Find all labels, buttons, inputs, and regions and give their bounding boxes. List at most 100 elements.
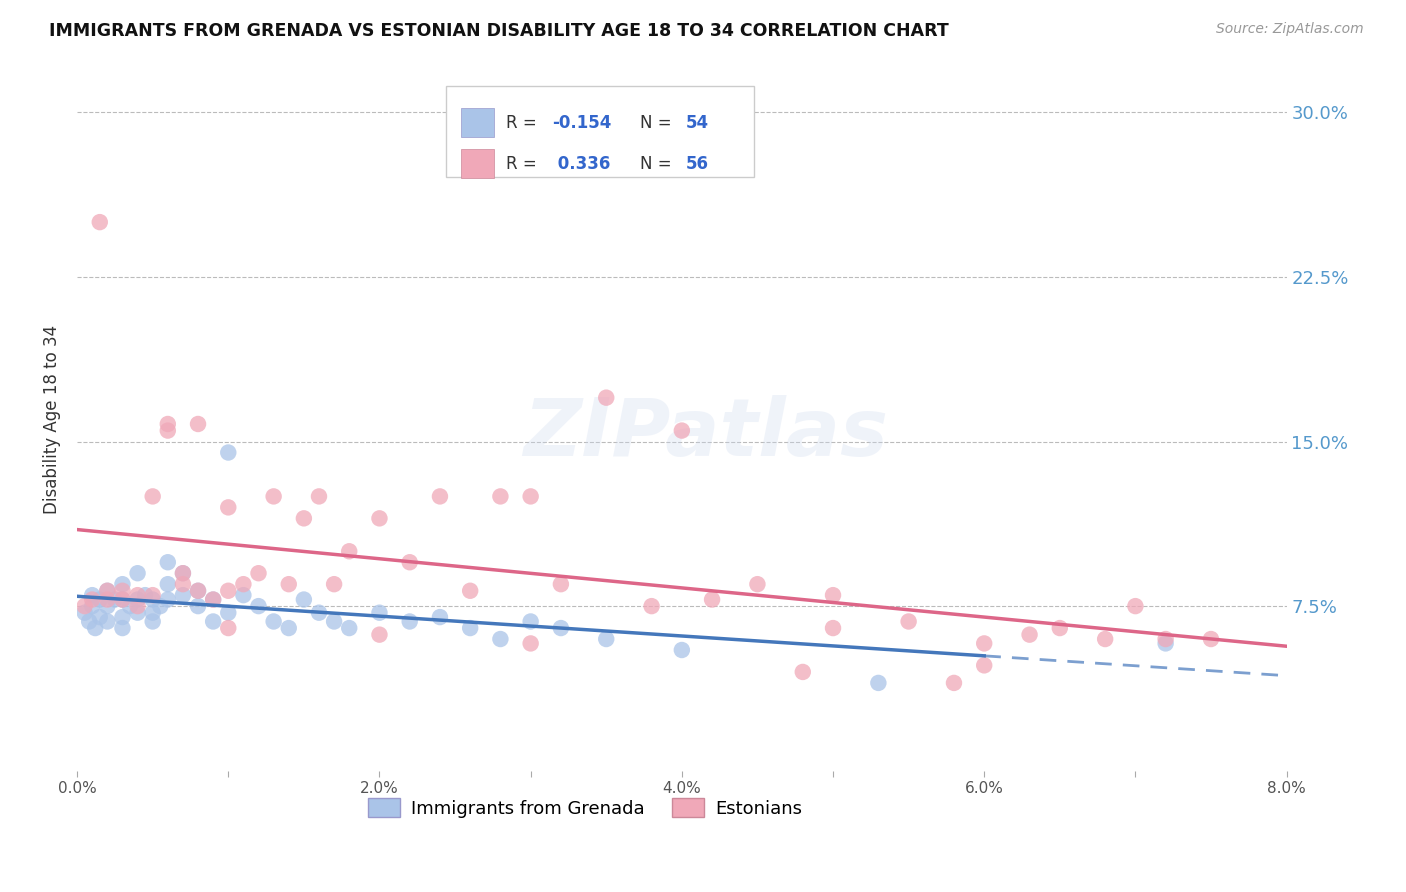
Point (96, 615, 118, 629)
Point (308, 490, 330, 504)
Legend: Immigrants from Grenada, Estonians: Immigrants from Grenada, Estonians (361, 791, 810, 825)
Point (172, 588, 194, 602)
Point (398, 555, 420, 569)
Point (263, 615, 285, 629)
Point (292, 511, 315, 525)
Text: IMMIGRANTS FROM GRENADA VS ESTONIAN DISABILITY AGE 18 TO 34 CORRELATION CHART: IMMIGRANTS FROM GRENADA VS ESTONIAN DISA… (49, 22, 949, 40)
Point (323, 577, 346, 591)
Point (82, 592, 104, 607)
Text: ZIPatlas: ZIPatlas (523, 394, 889, 473)
Point (84, 621, 107, 635)
Point (519, 615, 541, 629)
Point (187, 583, 209, 598)
Point (489, 632, 512, 646)
Point (73, 606, 96, 620)
Point (821, 621, 844, 635)
Point (1125, 599, 1147, 614)
Point (187, 417, 209, 431)
Point (943, 676, 966, 690)
Point (337, 621, 360, 635)
Point (118, 599, 141, 614)
Text: 54: 54 (686, 113, 709, 132)
Point (429, 610, 451, 624)
Point (127, 566, 149, 581)
Point (156, 424, 179, 438)
Point (595, 391, 617, 405)
Point (700, 592, 723, 607)
Text: 0.336: 0.336 (553, 154, 610, 173)
Point (104, 592, 127, 607)
Text: -0.154: -0.154 (553, 113, 612, 132)
Point (1154, 636, 1177, 650)
Point (671, 643, 693, 657)
Point (111, 621, 134, 635)
Point (519, 636, 541, 650)
Point (142, 588, 165, 602)
Point (82, 588, 104, 602)
Point (127, 592, 149, 607)
Point (96, 599, 118, 614)
Point (73, 599, 96, 614)
Point (1199, 632, 1222, 646)
Point (217, 621, 239, 635)
Point (187, 599, 209, 614)
Point (973, 658, 995, 673)
Point (1154, 632, 1177, 646)
Point (458, 621, 481, 635)
Y-axis label: Disability Age 18 to 34: Disability Age 18 to 34 (44, 325, 60, 514)
Point (973, 636, 995, 650)
Point (111, 610, 134, 624)
Point (640, 599, 662, 614)
Point (202, 592, 225, 607)
Point (149, 599, 172, 614)
Point (142, 615, 165, 629)
Point (671, 424, 693, 438)
Point (142, 490, 165, 504)
Point (89, 592, 111, 607)
Point (747, 577, 769, 591)
Point (550, 621, 572, 635)
Text: Source: ZipAtlas.com: Source: ZipAtlas.com (1216, 22, 1364, 37)
Point (156, 417, 179, 431)
Point (429, 490, 451, 504)
Point (217, 606, 239, 620)
Point (134, 588, 156, 602)
Point (398, 615, 420, 629)
Text: R =: R = (506, 154, 543, 173)
Text: N =: N = (640, 154, 676, 173)
Point (142, 606, 165, 620)
Point (277, 621, 299, 635)
Point (127, 588, 149, 602)
Point (458, 583, 481, 598)
Text: 56: 56 (686, 154, 709, 173)
Point (368, 511, 391, 525)
Point (89, 215, 111, 229)
Point (1018, 627, 1040, 641)
Point (792, 665, 814, 679)
Point (111, 592, 134, 607)
Point (156, 592, 179, 607)
Point (263, 490, 285, 504)
Point (202, 592, 225, 607)
Point (1049, 621, 1071, 635)
Point (247, 566, 270, 581)
Point (156, 577, 179, 591)
Bar (461, 149, 495, 178)
Point (519, 490, 541, 504)
Point (96, 592, 118, 607)
Point (368, 606, 391, 620)
Point (172, 577, 194, 591)
Point (308, 606, 330, 620)
Point (127, 606, 149, 620)
Point (368, 627, 391, 641)
Point (77, 615, 100, 629)
Point (217, 583, 239, 598)
Point (868, 676, 890, 690)
Point (232, 577, 254, 591)
Point (111, 592, 134, 607)
Text: N =: N = (640, 113, 676, 132)
Point (323, 615, 346, 629)
Point (111, 577, 134, 591)
Point (111, 583, 134, 598)
Point (247, 599, 270, 614)
